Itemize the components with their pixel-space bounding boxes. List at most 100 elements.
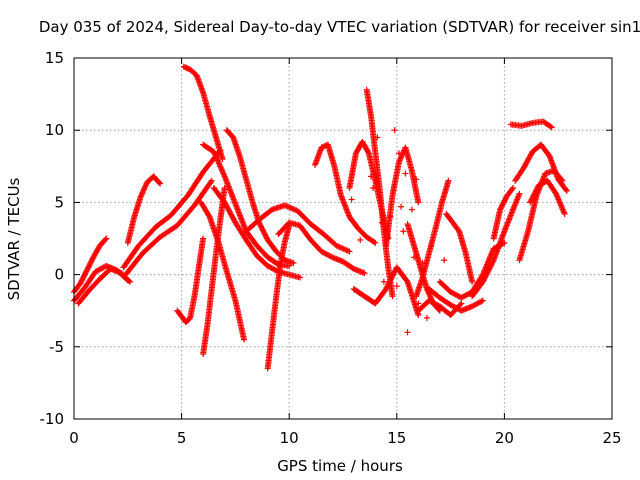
- data-point: [383, 286, 390, 293]
- data-point: [483, 270, 490, 277]
- y-tick-label: 15: [45, 49, 64, 67]
- data-point: [487, 263, 494, 270]
- data-point: [398, 203, 405, 210]
- data-point: [386, 279, 393, 286]
- data-point: [413, 176, 420, 183]
- data-point: [479, 297, 486, 304]
- data-point: [419, 260, 426, 267]
- data-point: [479, 278, 486, 285]
- data-point: [219, 156, 226, 163]
- data-point: [527, 198, 534, 205]
- data-point: [259, 226, 266, 233]
- data-point: [489, 258, 496, 265]
- data-point: [510, 184, 517, 191]
- x-axis-label: GPS time / hours: [277, 457, 403, 475]
- y-tick-label: 0: [54, 266, 64, 284]
- data-point: [528, 196, 535, 203]
- data-point: [257, 222, 264, 229]
- data-point: [400, 228, 407, 235]
- x-tick-label: 10: [280, 429, 299, 447]
- chart-title: Day 035 of 2024, Sidereal Day-to-day VTE…: [39, 18, 640, 36]
- data-point: [260, 228, 267, 235]
- data-point: [390, 271, 397, 278]
- data-point: [378, 219, 385, 226]
- data-point: [103, 235, 110, 242]
- data-point: [357, 236, 364, 243]
- data-point: [296, 274, 303, 281]
- data-point: [486, 265, 493, 272]
- plot-frame: [73, 57, 613, 420]
- data-point: [455, 227, 462, 234]
- data-point: [385, 235, 392, 242]
- data-point: [527, 199, 534, 206]
- x-tick-label: 5: [177, 429, 187, 447]
- data-point: [126, 278, 133, 285]
- y-tick-label: 5: [54, 193, 64, 211]
- data-point: [531, 190, 538, 197]
- data-point: [441, 257, 448, 264]
- data-point: [458, 300, 465, 307]
- data-point: [156, 179, 163, 186]
- data-point: [389, 273, 396, 280]
- y-tick-label: 10: [45, 121, 64, 139]
- data-point: [391, 269, 398, 276]
- data-point: [241, 336, 248, 343]
- data-point: [346, 248, 353, 255]
- y-axis-label: SDTVAR / TECUs: [5, 177, 23, 300]
- data-point: [484, 269, 491, 276]
- data-point: [207, 179, 214, 186]
- data-point: [562, 186, 569, 193]
- data-point: [516, 190, 523, 197]
- data-point: [559, 177, 566, 184]
- data-point: [457, 301, 464, 308]
- data-point: [563, 187, 570, 194]
- data-point: [385, 280, 392, 287]
- data-point: [483, 272, 490, 279]
- axis-ticks: 0 5 10 15 20 25 -10 -5 0 5 10 15: [40, 49, 622, 447]
- data-point: [487, 262, 494, 269]
- data-point: [547, 123, 554, 130]
- data-point: [372, 239, 379, 246]
- data-point: [186, 316, 193, 323]
- data-point: [485, 266, 492, 273]
- data-marks: [71, 63, 570, 372]
- data-point: [371, 239, 378, 246]
- data-point: [415, 199, 422, 206]
- data-point: [327, 253, 334, 260]
- data-point: [532, 188, 539, 195]
- data-point: [262, 231, 269, 238]
- data-point: [389, 272, 396, 279]
- data-point: [489, 259, 496, 266]
- data-point: [395, 150, 402, 157]
- data-point: [480, 277, 487, 284]
- data-point: [389, 293, 396, 300]
- data-point: [125, 277, 132, 284]
- data-point: [534, 184, 541, 191]
- data-point: [533, 186, 540, 193]
- data-point: [348, 196, 355, 203]
- data-point: [221, 184, 228, 191]
- data-point: [263, 234, 270, 241]
- data-point: [481, 276, 488, 283]
- data-point: [404, 329, 411, 336]
- data-point: [365, 149, 372, 156]
- data-point: [423, 314, 430, 321]
- data-point: [531, 191, 538, 198]
- data-point: [529, 194, 536, 201]
- data-point: [258, 223, 265, 230]
- data-point: [482, 273, 489, 280]
- data-point: [262, 232, 269, 239]
- x-tick-label: 20: [495, 429, 514, 447]
- data-point: [102, 236, 109, 243]
- data-point: [205, 212, 212, 219]
- data-point: [408, 206, 415, 213]
- data-point: [383, 284, 390, 291]
- data-point: [402, 170, 409, 177]
- data-point: [445, 177, 452, 184]
- data-point: [509, 186, 516, 193]
- data-point: [428, 242, 435, 249]
- data-point: [403, 277, 410, 284]
- data-point: [387, 213, 394, 220]
- x-tick-label: 25: [602, 429, 621, 447]
